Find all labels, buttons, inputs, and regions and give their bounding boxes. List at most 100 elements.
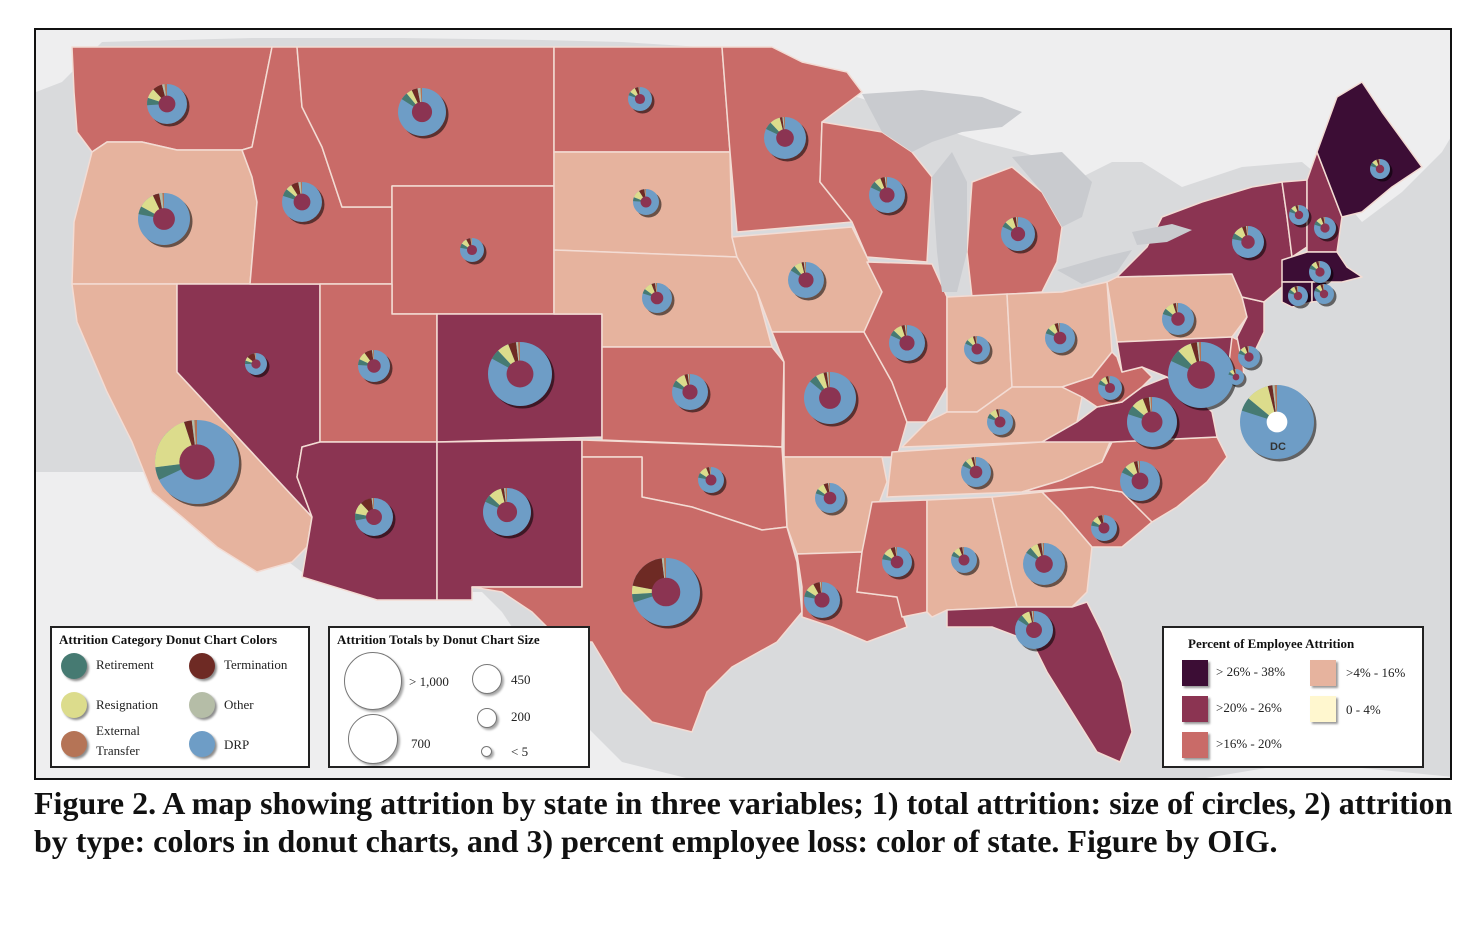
termination-label: Termination — [224, 657, 288, 672]
swatch-4-16 — [1310, 660, 1336, 686]
donut-dc — [1240, 385, 1317, 462]
donut-sc — [1091, 515, 1120, 544]
donut-hole — [411, 101, 433, 123]
donut-sd — [633, 189, 662, 218]
donut-hole — [466, 244, 478, 256]
donut-me — [1370, 159, 1393, 182]
donut-hole — [1035, 555, 1053, 573]
donut-hole — [971, 343, 983, 355]
donut-charts — [138, 84, 1393, 652]
size-5-circle — [481, 746, 492, 757]
donut-hole — [890, 555, 904, 569]
other-label: Other — [224, 697, 254, 712]
donut-slice-retirement — [355, 513, 374, 521]
donut-ga — [1023, 543, 1068, 588]
drp-swatch — [189, 731, 215, 757]
donut-hole — [1187, 361, 1215, 389]
donut-md — [1168, 342, 1237, 411]
donut-va — [1127, 397, 1180, 450]
donut-co — [488, 342, 555, 409]
donut-slice-resignation — [1248, 386, 1277, 422]
donut-tn — [961, 457, 994, 490]
size-legend-title: Attrition Totals by Donut Chart Size — [337, 632, 540, 647]
great-lakes — [862, 90, 1192, 292]
donut-hole — [1315, 267, 1325, 277]
donut-ms — [882, 547, 915, 580]
donut-hole — [705, 474, 717, 486]
external-transfer-label-line1: External — [96, 723, 141, 738]
donut-hole — [969, 465, 983, 479]
size-200-label: 200 — [511, 709, 531, 724]
donut-hole — [251, 359, 261, 369]
donut-la — [804, 582, 843, 621]
donut-wi — [869, 177, 908, 216]
donut-hole — [640, 196, 652, 208]
termination-swatch — [189, 653, 215, 679]
swatch-20-26 — [1182, 696, 1208, 722]
state-fl — [946, 601, 1133, 763]
donut-wv — [1098, 376, 1125, 403]
donut-hole — [1131, 472, 1149, 490]
donut-hole — [506, 360, 534, 388]
donut-hole — [1244, 352, 1254, 362]
label-0-4: 0 - 4% — [1346, 702, 1381, 717]
donut-nd — [628, 87, 655, 114]
donut-nc — [1120, 461, 1163, 504]
donut-hole — [1293, 291, 1303, 301]
donut-hole — [776, 129, 794, 147]
size-200-circle — [477, 708, 497, 728]
donut-ma — [1309, 261, 1334, 286]
donut-hole — [814, 592, 830, 608]
size-1000-label: > 1,000 — [409, 674, 449, 689]
donut-slice-retirement — [1241, 398, 1277, 422]
donut-wa — [146, 84, 190, 127]
label-16-20: >16% - 20% — [1216, 736, 1282, 751]
cuba-land — [1206, 762, 1450, 778]
donut-hole — [899, 335, 915, 351]
donut-hole — [496, 501, 518, 523]
donut-mi — [1001, 217, 1038, 254]
donut-mo — [804, 372, 859, 427]
retirement-swatch — [61, 653, 87, 679]
donut-ny — [1232, 226, 1267, 261]
donut-hole — [994, 416, 1006, 428]
drp-label: DRP — [224, 737, 250, 752]
donut-hole — [179, 444, 215, 480]
donut-hole — [1266, 411, 1288, 433]
swatch-26-38 — [1182, 660, 1208, 686]
donut-hole — [153, 208, 175, 230]
state-me — [1316, 81, 1423, 218]
donut-az — [355, 498, 396, 539]
donut-ct — [1288, 286, 1311, 309]
donut-hole — [1294, 210, 1304, 220]
size-5-label: < 5 — [511, 744, 529, 759]
donut-hole — [823, 491, 837, 505]
donut-ok — [698, 467, 727, 496]
donut-hole — [366, 509, 382, 525]
donut-hole — [158, 95, 176, 113]
donut-vt — [1289, 205, 1312, 228]
donut-mt — [398, 88, 449, 139]
us-map: DC Attrition Category Donut Chart Colors… — [34, 28, 1452, 780]
donut-hole — [1141, 411, 1163, 433]
donut-color-legend-title: Attrition Category Donut Chart Colors — [59, 632, 278, 647]
donut-hole — [1104, 382, 1116, 394]
size-700-label: 700 — [411, 736, 431, 751]
swatch-16-20 — [1182, 732, 1208, 758]
donut-ut — [358, 350, 393, 385]
donut-or — [138, 193, 193, 248]
donut-oh — [1045, 323, 1078, 356]
size-450-circle — [472, 664, 502, 694]
donut-al — [951, 547, 980, 576]
donut-ks — [672, 373, 711, 413]
label-20-26: >20% - 26% — [1216, 700, 1282, 715]
other-swatch — [189, 692, 215, 718]
size-legend: Attrition Totals by Donut Chart Size > 1… — [328, 626, 590, 768]
donut-fl — [1015, 611, 1056, 652]
external-transfer-label-line2: Transfer — [96, 743, 140, 758]
donut-hole — [651, 577, 681, 607]
label-4-16: >4% - 16% — [1346, 665, 1406, 680]
donut-nj — [1238, 346, 1263, 371]
donut-in — [964, 336, 993, 365]
donut-mn — [764, 117, 809, 162]
